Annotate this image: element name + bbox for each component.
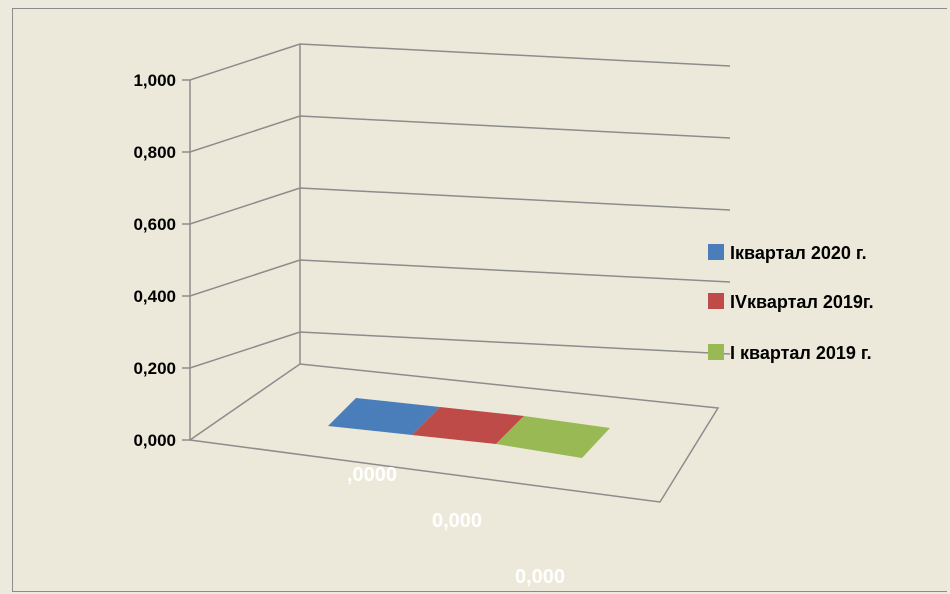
legend-swatch	[708, 293, 724, 309]
bar-2	[412, 407, 524, 444]
data-label: ,0000	[347, 464, 397, 486]
legend-swatch	[708, 344, 724, 360]
legend-label: IVквартал 2019г.	[730, 292, 874, 312]
legend-label: Iквартал 2020 г.	[730, 243, 867, 263]
chart-area	[12, 8, 947, 592]
floor-plane	[187, 363, 720, 503]
legend-swatch	[708, 244, 724, 260]
data-label: 0,000	[515, 566, 565, 588]
y-tick-label: 0,000	[133, 431, 176, 450]
bar-3	[496, 416, 610, 458]
gridline	[182, 187, 731, 225]
legend-label: I квартал 2019 г.	[730, 343, 872, 363]
y-tick-label: 1,000	[133, 71, 176, 90]
gridline	[182, 43, 731, 81]
gridline	[182, 331, 731, 369]
data-label: 0,000	[432, 510, 482, 532]
y-tick-label: 0,200	[133, 359, 176, 378]
gridline	[182, 259, 731, 297]
gridline	[182, 115, 731, 153]
bar-1	[328, 398, 440, 435]
y-tick-label: 0,400	[133, 287, 176, 306]
y-tick-label: 0,600	[133, 215, 176, 234]
y-tick-label: 0,800	[133, 143, 176, 162]
